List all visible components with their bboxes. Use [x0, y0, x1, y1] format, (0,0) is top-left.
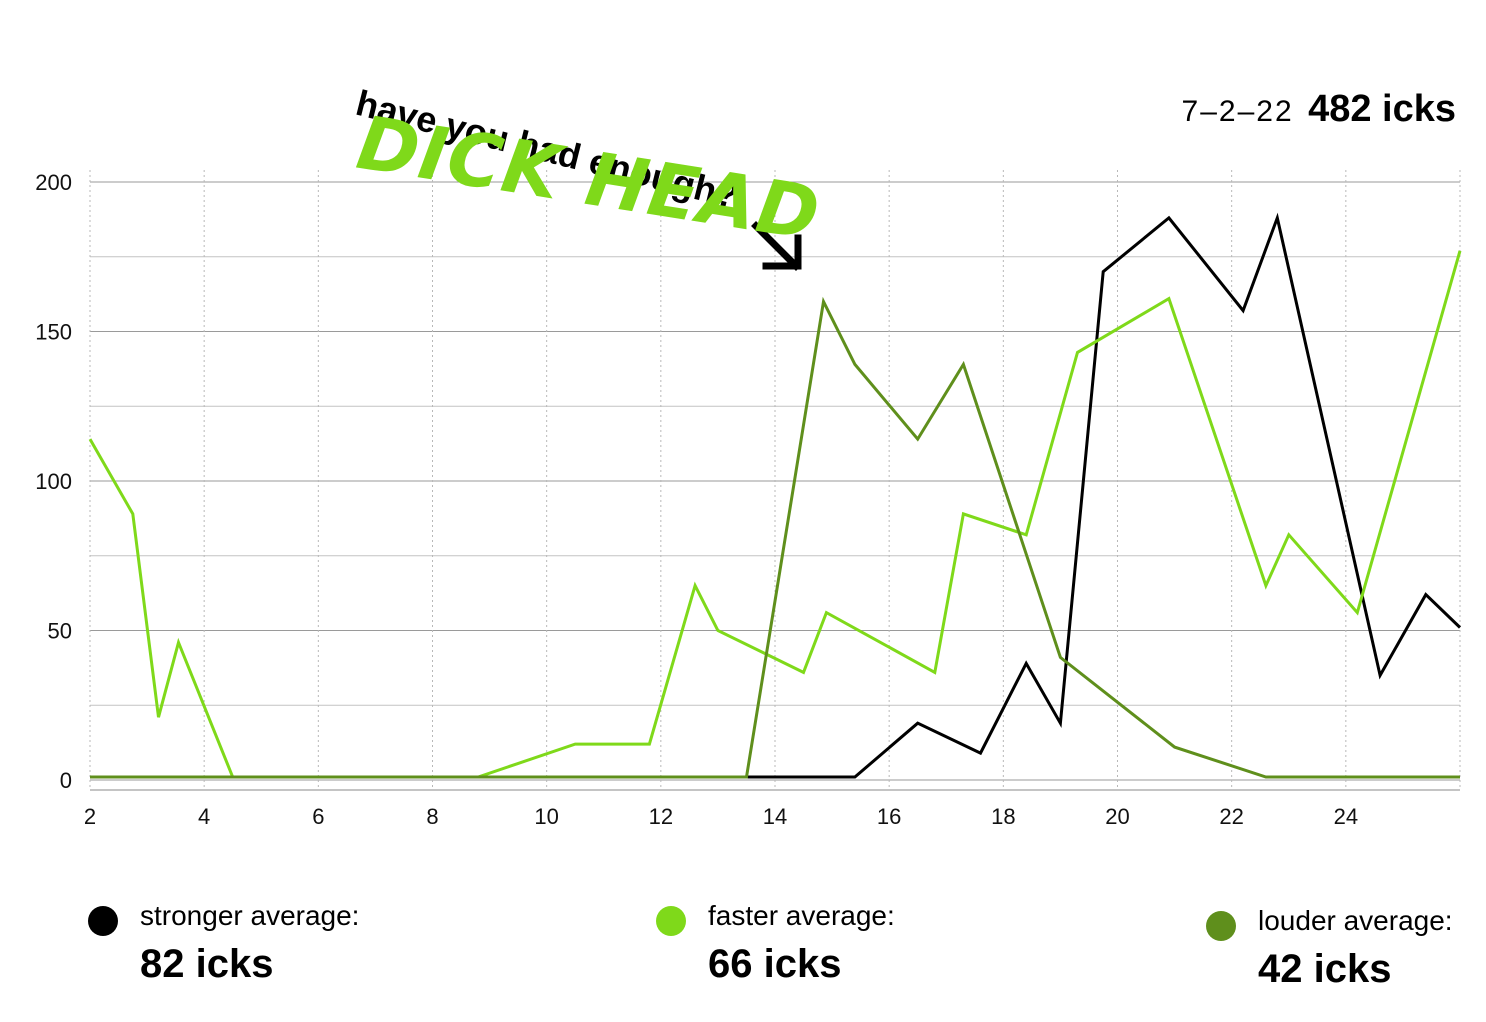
x-tick-label: 4	[198, 804, 210, 829]
legend-dot-icon	[656, 906, 686, 936]
legend-dot-icon	[1206, 911, 1236, 941]
legend-value: 42 icks	[1258, 947, 1392, 991]
x-tick-label: 14	[763, 804, 787, 829]
x-tick-label: 12	[649, 804, 673, 829]
y-tick-label: 0	[60, 768, 72, 793]
legend-label: stronger average:	[140, 900, 360, 931]
legend-label: louder average:	[1258, 905, 1453, 936]
legend-dot-icon	[88, 906, 118, 936]
legend-value: 66 icks	[708, 942, 842, 986]
series-line-stronger	[90, 212, 1462, 779]
x-tick-label: 2	[84, 804, 96, 829]
legend-label: faster average:	[708, 900, 895, 931]
y-tick-label: 50	[48, 619, 72, 644]
x-tick-label: 22	[1219, 804, 1243, 829]
y-tick-label: 200	[35, 170, 72, 195]
series-line-faster	[88, 250, 1462, 779]
x-tick-label: 6	[312, 804, 324, 829]
header-summary: 7–2–22 482 icks	[1182, 88, 1456, 131]
x-tick-label: 10	[534, 804, 558, 829]
chart-total: 482 icks	[1308, 88, 1456, 130]
x-tick-label: 18	[991, 804, 1015, 829]
x-tick-label: 16	[877, 804, 901, 829]
x-tick-label: 20	[1105, 804, 1129, 829]
legend-value: 82 icks	[140, 942, 274, 986]
x-tick-label: 24	[1334, 804, 1358, 829]
chart-series	[88, 212, 1462, 779]
chart-date: 7–2–22	[1181, 95, 1294, 128]
chart-grid	[89, 170, 1461, 791]
arrow-down-right-icon	[751, 221, 802, 271]
y-tick-label: 150	[35, 320, 72, 345]
y-tick-label: 100	[35, 469, 72, 494]
x-tick-label: 8	[426, 804, 438, 829]
series-line-louder	[90, 296, 1460, 779]
